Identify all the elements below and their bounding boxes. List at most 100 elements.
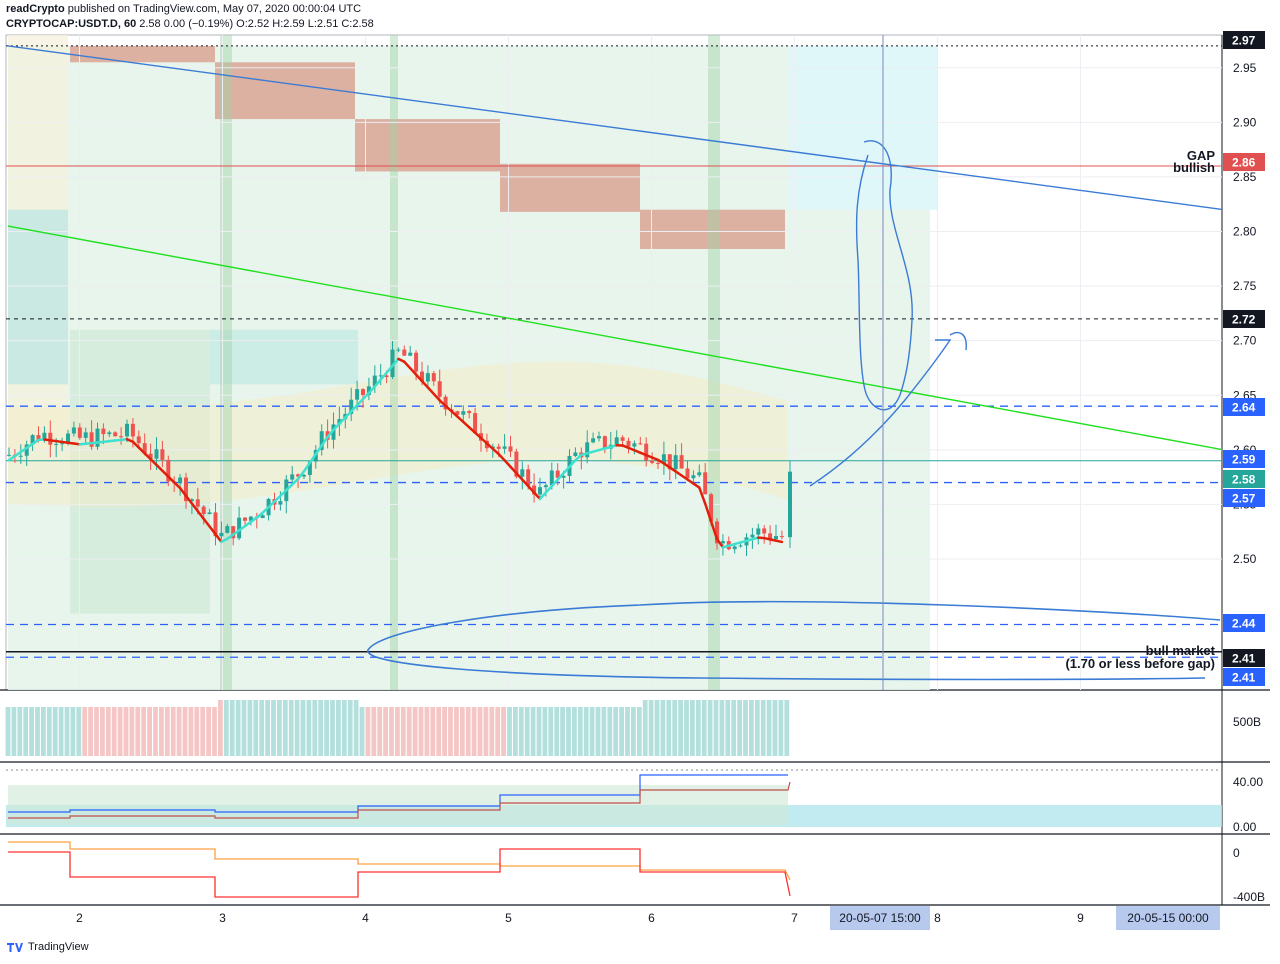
volume-bar [64,707,70,756]
indicator-cloud [8,785,788,825]
candle-body [184,477,188,502]
moving-average [285,483,294,492]
price-badge-label: 2.64 [1232,401,1256,415]
candle-body [302,474,306,477]
cloud-cyan-right [790,45,938,210]
volume-bar [636,707,642,756]
volume-bar [170,707,176,756]
candle-body [237,517,242,539]
price-badge-label: 2.72 [1232,313,1256,327]
moving-average [273,494,282,503]
brand-name: TradingView [28,941,89,953]
indicator-line-orange [8,841,791,881]
price-badge [1223,398,1265,416]
kumo-red-step [640,209,785,249]
volume-bar [306,700,312,756]
volume-bar [312,700,318,756]
volume-bar [336,700,341,756]
volume-bar [412,707,418,756]
volume-bar [648,700,654,756]
volume-bar [347,700,353,756]
symbol-name: CRYPTOCAP:USDT.D, 60 [6,18,137,30]
moving-average [774,539,784,544]
volume-bar [542,707,548,756]
volume-bar [259,700,265,756]
candle-body [195,499,200,507]
moving-average [568,459,577,469]
candle-body [514,451,519,477]
candle-body [48,432,53,445]
volume-bar [82,707,88,756]
moving-average [456,415,465,424]
candle-body [148,453,153,459]
moving-average [703,502,713,523]
candle-body [248,516,253,521]
candle-body [361,389,365,395]
candle-body [60,443,65,445]
indicator-panes [5,700,1222,898]
moving-average [344,410,353,419]
moving-average [326,428,335,439]
time-tick-label: 2 [76,911,83,925]
moving-average [379,371,388,381]
volume-bar [52,707,58,756]
crosshair-time-badge [1116,906,1220,930]
moving-average [408,366,418,376]
price-badge [1223,450,1265,468]
moving-average [320,435,329,447]
candles [7,341,792,557]
moving-average [521,478,530,488]
volume-bar [318,700,324,756]
moving-average [479,436,489,445]
tradingview-logo[interactable]: TradingView [6,941,89,953]
volume-bar [406,707,412,756]
moving-average [538,491,548,501]
candle-body [585,442,590,458]
volume-bar [495,707,501,756]
volume-bar [23,707,29,756]
volume-bar [141,707,147,756]
candle-body [425,373,430,382]
volume-bar [524,707,530,756]
candle-body [24,444,29,456]
candle-body [71,427,76,434]
moving-average [715,537,725,549]
moving-average [444,404,453,413]
candle-body [738,545,743,547]
volume-bar [194,707,200,756]
price-badge [1223,489,1265,507]
volume-bar [684,700,689,756]
volume-bar [489,707,495,756]
volume-bar [359,707,365,756]
candle-body [402,349,407,356]
volume-bar [672,700,678,756]
volume-bar [35,707,40,756]
moving-average [698,486,707,505]
moving-average [462,420,471,429]
candle-body [720,541,725,544]
volume-bar [572,707,577,756]
candle-body [437,381,442,397]
volume-bar [153,707,158,756]
indicator-clouds [8,35,938,690]
publish-date: published on TradingView.com, May 07, 20… [64,3,362,15]
volume-bar [583,707,589,756]
candle-body [331,424,336,440]
volume-bar [365,707,371,756]
candle-body [349,399,354,414]
candle-body [372,375,377,387]
candle-body [496,446,501,449]
volume-bar [749,700,754,756]
moving-average [302,461,312,473]
volume-bar [601,707,607,756]
moving-average [155,463,164,472]
moving-average [550,478,559,488]
candle-body [142,443,147,454]
candle-body [762,528,767,534]
volume-bar [695,700,701,756]
candle-body [526,469,531,486]
price-badge-label: 2.86 [1232,156,1256,170]
moving-average [450,409,459,418]
volume-bar [29,707,34,756]
